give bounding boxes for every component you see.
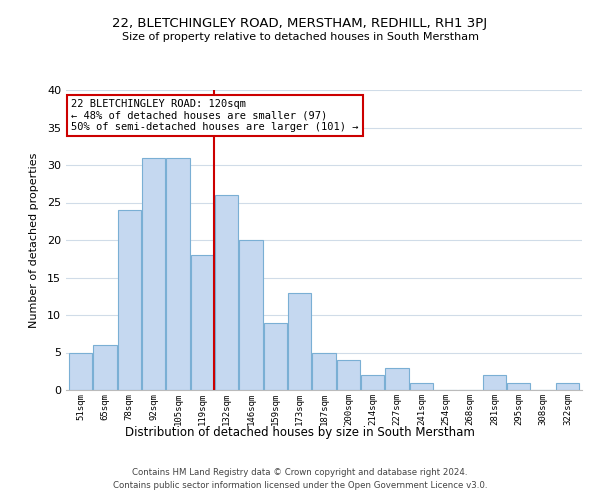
Bar <box>94 345 116 390</box>
Bar <box>264 322 287 390</box>
Bar <box>239 240 263 390</box>
Bar <box>410 382 433 390</box>
Bar <box>69 352 92 390</box>
Bar <box>288 292 311 390</box>
Bar <box>385 368 409 390</box>
Text: 22 BLETCHINGLEY ROAD: 120sqm
← 48% of detached houses are smaller (97)
50% of se: 22 BLETCHINGLEY ROAD: 120sqm ← 48% of de… <box>71 99 359 132</box>
Bar <box>483 375 506 390</box>
Bar <box>556 382 579 390</box>
Bar <box>191 255 214 390</box>
Bar <box>361 375 384 390</box>
Bar <box>313 352 335 390</box>
Text: Contains HM Land Registry data © Crown copyright and database right 2024.: Contains HM Land Registry data © Crown c… <box>132 468 468 477</box>
Bar <box>166 158 190 390</box>
Text: 22, BLETCHINGLEY ROAD, MERSTHAM, REDHILL, RH1 3PJ: 22, BLETCHINGLEY ROAD, MERSTHAM, REDHILL… <box>112 18 488 30</box>
Bar <box>118 210 141 390</box>
Bar <box>215 195 238 390</box>
Bar <box>337 360 360 390</box>
Y-axis label: Number of detached properties: Number of detached properties <box>29 152 38 328</box>
Bar <box>142 158 165 390</box>
Text: Contains public sector information licensed under the Open Government Licence v3: Contains public sector information licen… <box>113 482 487 490</box>
Text: Distribution of detached houses by size in South Merstham: Distribution of detached houses by size … <box>125 426 475 439</box>
Bar <box>507 382 530 390</box>
Text: Size of property relative to detached houses in South Merstham: Size of property relative to detached ho… <box>121 32 479 42</box>
